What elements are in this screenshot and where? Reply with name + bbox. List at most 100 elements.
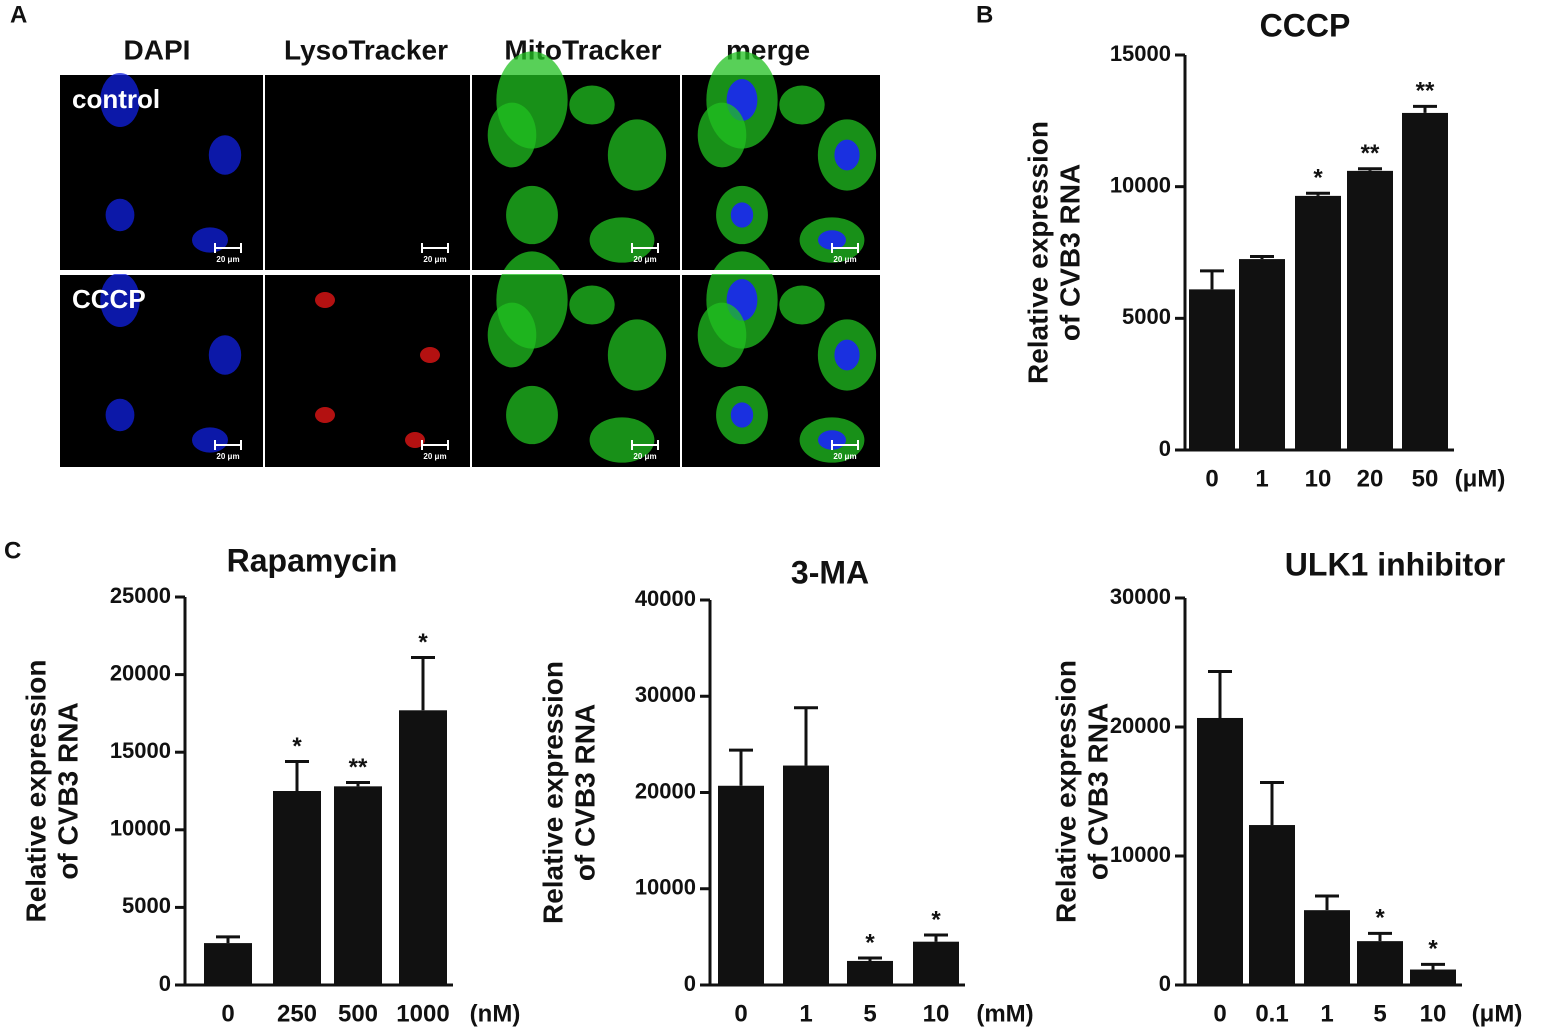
significance: *: [1313, 165, 1323, 192]
x-tick-label: 10: [1305, 465, 1332, 492]
x-tick-label: 1: [1255, 465, 1268, 492]
error-bar: [1413, 104, 1437, 113]
significance: *: [1428, 936, 1438, 963]
significance: *: [1375, 905, 1385, 932]
row-label: control: [72, 84, 160, 114]
scale-label: 20 μm: [423, 452, 446, 461]
bar: [1357, 941, 1403, 985]
scale-bar: [631, 243, 659, 253]
x-tick-label: 0: [734, 1000, 747, 1027]
x-tick-label: 0.1: [1255, 1000, 1288, 1027]
error-bar: [1368, 931, 1392, 942]
y-axis-label: Relative expression: [1022, 121, 1053, 384]
nucleus-stain: [730, 202, 754, 228]
error-bar: [1250, 254, 1274, 260]
y-tick-label: 15000: [110, 738, 171, 763]
x-tick-label: 20: [1357, 465, 1384, 492]
x-tick-label: 5: [1373, 1000, 1386, 1027]
significance: *: [292, 733, 302, 760]
bar: [1410, 969, 1456, 985]
y-tick-label: 10000: [1110, 842, 1171, 867]
scale-label: 20 μm: [216, 255, 239, 264]
cell-stain: [420, 347, 440, 363]
cell-stain: [315, 407, 335, 423]
micrograph: [265, 75, 470, 270]
cell-stain: [208, 335, 242, 375]
x-tick-label: 1: [799, 1000, 812, 1027]
panel-letter: C: [4, 537, 21, 564]
x-tick-label: 10: [1420, 1000, 1447, 1027]
y-axis-label: of CVB3 RNA: [52, 702, 83, 879]
y-tick-label: 30000: [1110, 584, 1171, 609]
y-tick-label: 30000: [635, 682, 696, 707]
significance: *: [931, 906, 941, 933]
cell-stain: [779, 285, 825, 325]
scale-label: 20 μm: [633, 452, 656, 461]
significance: *: [865, 929, 875, 956]
scale-bar: [831, 440, 859, 450]
cell-stain: [607, 319, 667, 391]
error-bar: [858, 956, 882, 961]
y-axis-label: of CVB3 RNA: [569, 704, 600, 881]
cell-stain: [192, 227, 228, 253]
cell-stain: [779, 85, 825, 125]
column-header: LysoTracker: [284, 34, 448, 65]
scale-label: 20 μm: [833, 452, 856, 461]
bar: [273, 791, 321, 985]
error-bar: [1358, 167, 1382, 171]
scale-bar: [631, 440, 659, 450]
scale-bar: [831, 243, 859, 253]
y-tick-label: 5000: [122, 893, 171, 918]
bar: [913, 941, 959, 985]
scale-bar: [421, 243, 449, 253]
nucleus-stain: [834, 339, 860, 371]
y-tick-label: 20000: [110, 660, 171, 685]
cell-stain: [405, 432, 425, 448]
x-tick-label: 250: [277, 1000, 317, 1027]
bar: [718, 785, 764, 985]
cell-stain: [487, 302, 537, 368]
error-bar: [729, 748, 753, 786]
error-bar: [1200, 269, 1224, 290]
cell-stain: [100, 73, 140, 127]
cell-stain: [697, 302, 747, 368]
y-axis-label: Relative expression: [537, 661, 568, 924]
error-bar: [411, 656, 435, 711]
cell-stain: [315, 292, 335, 308]
y-axis-label: Relative expression: [1050, 660, 1081, 923]
bar: [783, 765, 829, 985]
y-axis-label: of CVB3 RNA: [1082, 703, 1113, 880]
error-bar: [346, 780, 370, 787]
panel-letter: A: [10, 1, 27, 28]
y-tick-label: 40000: [635, 586, 696, 611]
error-bar: [924, 933, 948, 942]
y-axis-label: of CVB3 RNA: [1054, 164, 1085, 341]
scale-label: 20 μm: [423, 255, 446, 264]
cell-stain: [569, 85, 615, 125]
nucleus-stain: [834, 139, 860, 171]
significance: **: [1361, 140, 1380, 167]
y-tick-label: 25000: [110, 583, 171, 608]
bar: [847, 960, 893, 985]
bar: [1197, 717, 1243, 985]
bar: [334, 786, 382, 985]
bar: [1304, 910, 1350, 985]
scale-bar: [214, 440, 242, 450]
x-tick-label: 0: [221, 1000, 234, 1027]
x-tick-label: 10: [923, 1000, 950, 1027]
chart-title: 3-MA: [791, 554, 869, 590]
y-tick-label: 0: [1159, 436, 1171, 461]
cell-stain: [487, 102, 537, 168]
cell-stain: [506, 185, 558, 245]
panel-letter: B: [976, 1, 993, 28]
error-bar: [1421, 962, 1445, 970]
error-bar: [216, 935, 240, 944]
row-label: CCCP: [72, 284, 146, 314]
cell-stain: [192, 427, 228, 453]
scale-label: 20 μm: [633, 255, 656, 264]
x-tick-label: 500: [338, 1000, 378, 1027]
bar: [1347, 170, 1393, 450]
y-tick-label: 10000: [635, 875, 696, 900]
x-unit: (nM): [470, 1000, 521, 1027]
